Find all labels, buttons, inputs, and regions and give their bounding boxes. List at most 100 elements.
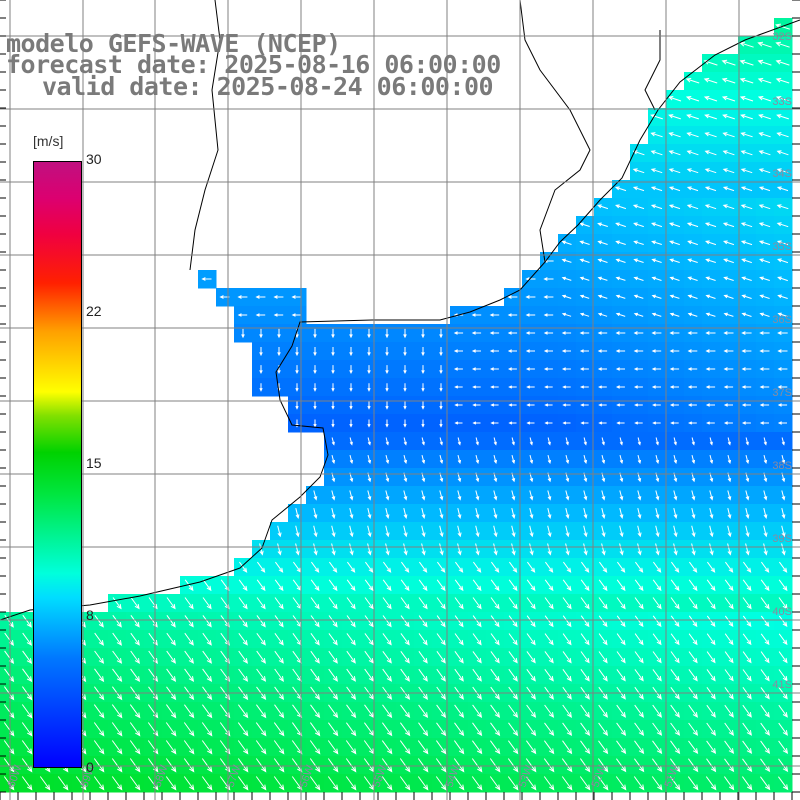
wind-arrow [475, 490, 480, 501]
wind-arrow [544, 561, 554, 573]
wind-arrow [598, 403, 607, 407]
wind-arrow [669, 776, 681, 791]
wind-arrow [439, 383, 443, 392]
wind-arrow [166, 615, 176, 628]
wind-arrow [691, 543, 696, 556]
wind-arrow [165, 740, 177, 755]
wind-arrow [457, 525, 462, 538]
wind-arrow [471, 313, 482, 317]
wind-arrow [722, 222, 735, 228]
wind-arrow [655, 437, 659, 446]
wind-arrow [579, 349, 589, 353]
wind-arrow [634, 421, 643, 425]
wind-arrow [511, 490, 516, 501]
wind-arrow [776, 186, 789, 192]
wind-arrow [439, 401, 443, 410]
wind-arrow [579, 276, 590, 281]
wind-arrow [723, 258, 734, 264]
wind-arrow [493, 437, 497, 446]
wind-arrow [651, 312, 662, 317]
wind-arrow [327, 776, 339, 791]
wind-arrow [740, 240, 753, 246]
wind-arrow [579, 312, 590, 317]
wind-arrow [723, 349, 734, 353]
wind-arrow [529, 490, 534, 501]
wind-arrow [650, 132, 663, 138]
wind-arrow [331, 437, 335, 446]
wind-arrow [526, 385, 535, 389]
wind-arrow [688, 579, 698, 592]
wind-arrow [327, 740, 339, 755]
wind-arrow [238, 650, 248, 664]
wind-arrow [489, 740, 501, 755]
wind-arrow [439, 543, 444, 556]
wind-arrow [385, 525, 390, 538]
wind-arrow [22, 632, 32, 646]
colorbar [33, 161, 82, 768]
wind-arrow [777, 258, 789, 264]
wind-arrow [759, 331, 770, 335]
wind-arrow [454, 615, 464, 628]
wind-arrow [705, 385, 716, 389]
wind-arrow [777, 367, 788, 371]
wind-arrow [295, 401, 299, 410]
wind-arrow [687, 276, 698, 281]
wind-arrow [166, 668, 177, 683]
wind-arrow [112, 632, 122, 646]
latitude-label: 37S [772, 387, 792, 399]
wind-arrow [421, 401, 425, 410]
wind-arrow [740, 168, 753, 174]
wind-arrow [256, 633, 266, 646]
wind-arrow [490, 421, 499, 425]
wind-arrow [740, 186, 753, 192]
wind-arrow [331, 365, 335, 375]
wind-arrow [367, 525, 372, 538]
wind-arrow [673, 543, 678, 556]
wind-arrow [255, 295, 266, 299]
wind-arrow [709, 490, 714, 501]
wind-arrow [439, 328, 443, 339]
wind-arrow [580, 669, 590, 682]
wind-arrow [562, 704, 572, 718]
wind-arrow [507, 349, 517, 353]
wind-arrow [670, 561, 680, 573]
wind-arrow [111, 704, 123, 719]
wind-arrow [759, 276, 770, 281]
wind-arrow [580, 704, 590, 718]
wind-arrow [742, 722, 752, 736]
wind-arrow [686, 204, 699, 210]
wind-arrow [742, 704, 752, 718]
wind-arrow [670, 597, 680, 610]
wind-arrow [562, 651, 572, 664]
wind-arrow [349, 543, 354, 556]
wind-arrow [454, 668, 464, 682]
wind-arrow [777, 776, 789, 791]
wind-arrow [704, 168, 717, 174]
wind-arrow [778, 597, 788, 610]
wind-arrow [543, 313, 554, 317]
wind-arrow [706, 561, 716, 573]
wind-arrow [237, 313, 248, 317]
wind-arrow [273, 740, 285, 755]
wind-arrow [562, 561, 572, 573]
wind-arrow [721, 96, 736, 102]
wind-arrow [508, 421, 517, 425]
wind-arrow [93, 740, 105, 755]
wind-arrow [382, 615, 392, 628]
wind-arrow [668, 114, 681, 120]
wind-arrow [471, 367, 481, 371]
wind-arrow [274, 704, 285, 719]
wind-arrow [309, 722, 321, 737]
wind-arrow [403, 365, 407, 375]
wind-arrow [184, 615, 194, 628]
wind-arrow [472, 597, 482, 610]
wind-arrow [273, 776, 285, 791]
wind-arrow [616, 561, 626, 573]
wind-arrow [778, 579, 788, 592]
wind-arrow [436, 597, 446, 610]
wind-arrow [148, 632, 158, 646]
wind-arrow [597, 776, 609, 791]
wind-arrow [22, 668, 33, 683]
wind-arrow [21, 758, 33, 773]
